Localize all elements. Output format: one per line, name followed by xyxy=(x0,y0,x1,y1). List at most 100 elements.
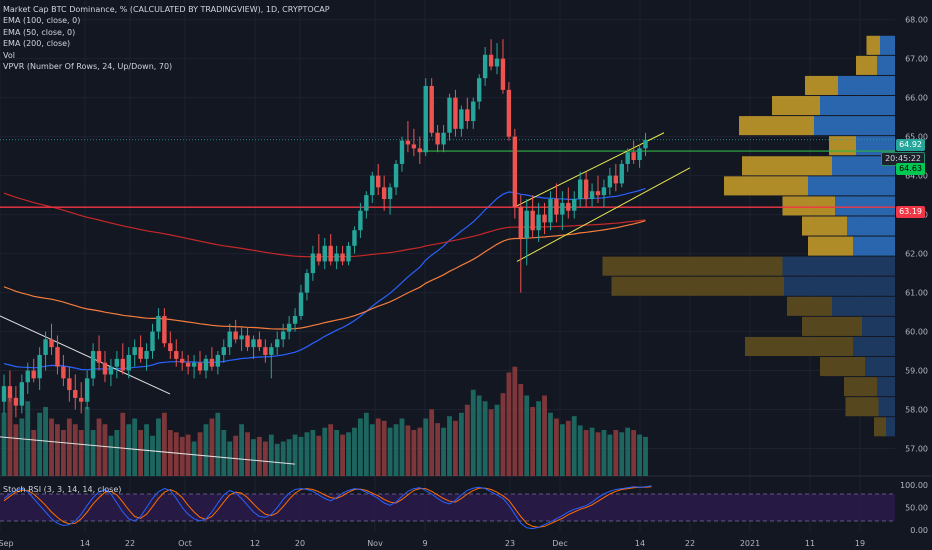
time-tick-label: 12 xyxy=(250,539,260,548)
candle-body xyxy=(340,253,345,262)
volume-bar xyxy=(363,412,369,476)
volume-bar xyxy=(203,424,209,476)
vpvr-row-down xyxy=(878,397,895,417)
candle-body xyxy=(31,370,36,379)
candle-body xyxy=(572,199,577,211)
vpvr-row-up xyxy=(787,296,832,316)
volume-bar xyxy=(13,424,19,476)
candle-body xyxy=(566,202,571,211)
volume-bar xyxy=(358,418,363,476)
candle-body xyxy=(381,187,387,200)
candle-body xyxy=(613,175,619,184)
volume-bar xyxy=(464,404,470,476)
stoch-label[interactable]: Stoch RSI (3, 3, 14, 14, close) xyxy=(3,485,122,494)
vpvr-row-up xyxy=(739,116,814,136)
vpvr-row-down xyxy=(877,55,895,75)
candle-body xyxy=(298,292,304,316)
stoch-band xyxy=(0,494,895,521)
candle-body xyxy=(251,339,256,348)
volume-bar xyxy=(506,372,512,476)
volume-bar xyxy=(589,427,595,476)
volume-bar xyxy=(126,424,132,476)
vpvr-row-down xyxy=(820,96,895,116)
vpvr-row-down xyxy=(838,75,895,96)
vpvr-row-down xyxy=(835,196,895,216)
volume-bar xyxy=(233,435,239,476)
last-price-tag: 64.92 xyxy=(896,139,925,151)
candle-body xyxy=(631,152,636,161)
stoch-tick-label: 100.00 xyxy=(900,481,928,490)
vpvr-row-down xyxy=(814,116,895,136)
volume-bar xyxy=(31,430,37,476)
volume-bar xyxy=(221,430,227,476)
vpvr-row-up xyxy=(805,75,838,96)
axes: 68.0067.0066.0065.0064.0063.0062.0061.00… xyxy=(0,16,928,548)
volume-bar xyxy=(637,434,642,476)
volume-bar xyxy=(346,432,351,476)
vpvr-row-down xyxy=(853,236,895,256)
stoch-legend: Stoch RSI (3, 3, 14, 14, close) xyxy=(3,484,121,495)
volume-bar xyxy=(173,432,179,476)
candle-body xyxy=(625,152,630,164)
legend-vol[interactable]: Vol xyxy=(3,50,15,60)
legend-ema50[interactable]: EMA (50, close, 0) xyxy=(3,27,76,37)
indicator-legend: Market Cap BTC Dominance, % (CALCULATED … xyxy=(3,4,330,72)
price-tick-label: 60.00 xyxy=(905,328,928,337)
candle-body xyxy=(263,347,268,355)
volume-bar xyxy=(476,395,482,476)
time-tick-label: 23 xyxy=(505,539,515,548)
candle-body xyxy=(275,339,280,348)
candle-body xyxy=(156,315,161,332)
volume-bar xyxy=(554,418,559,476)
legend-ema100[interactable]: EMA (100, close, 0) xyxy=(3,16,81,26)
volume-bar xyxy=(435,423,441,476)
candle-body xyxy=(286,323,292,332)
candle-body xyxy=(370,175,375,196)
legend-vpvr[interactable]: VPVR (Number Of Rows, 24, Up/Down, 70) xyxy=(3,62,173,72)
volume-bar xyxy=(25,401,31,476)
vpvr-row-down xyxy=(886,417,895,437)
candle-body xyxy=(322,245,327,262)
candle-body xyxy=(73,390,78,398)
volume-bar xyxy=(399,418,405,476)
volume-bar xyxy=(405,425,411,476)
volume-bar xyxy=(209,418,215,476)
candle-body xyxy=(1,386,7,402)
candle-body xyxy=(292,315,298,324)
volume-bar xyxy=(280,441,286,476)
price-tick-label: 59.00 xyxy=(905,367,928,376)
vpvr-row-up xyxy=(844,377,877,397)
candle-body xyxy=(310,253,316,274)
volume-bar xyxy=(417,427,423,476)
volume-bar xyxy=(607,434,613,476)
candle-body xyxy=(7,386,13,398)
volume-bar xyxy=(257,436,262,476)
candle-body xyxy=(447,97,452,133)
legend-ema200[interactable]: EMA (200, close) xyxy=(3,39,71,49)
candle-body xyxy=(417,148,422,153)
candle-body xyxy=(102,362,108,375)
candle-body xyxy=(191,362,197,367)
volume-bar xyxy=(239,424,244,476)
volume-bar xyxy=(19,418,25,476)
candle-body xyxy=(108,366,114,375)
candle-body xyxy=(619,163,624,184)
price-tick-label: 64.00 xyxy=(905,172,928,181)
stoch-k-line xyxy=(3,485,652,530)
volume-bar xyxy=(72,424,78,476)
candle-body xyxy=(411,144,417,149)
volume-bar xyxy=(447,416,452,476)
volume-bar xyxy=(369,424,375,476)
time-tick-label: 9 xyxy=(422,539,427,548)
countdown-tag: 20:45:22 xyxy=(881,152,925,166)
trendline-2 xyxy=(0,436,296,465)
volume-bar xyxy=(1,412,7,476)
time-tick-label: 14 xyxy=(635,539,645,548)
volume-bar xyxy=(37,412,43,476)
candle-body xyxy=(162,315,167,344)
candle-body xyxy=(477,78,482,102)
volume-bar xyxy=(268,434,274,476)
vpvr-row-down xyxy=(877,377,895,397)
candle-body xyxy=(506,89,512,137)
volume-bar xyxy=(304,432,310,476)
